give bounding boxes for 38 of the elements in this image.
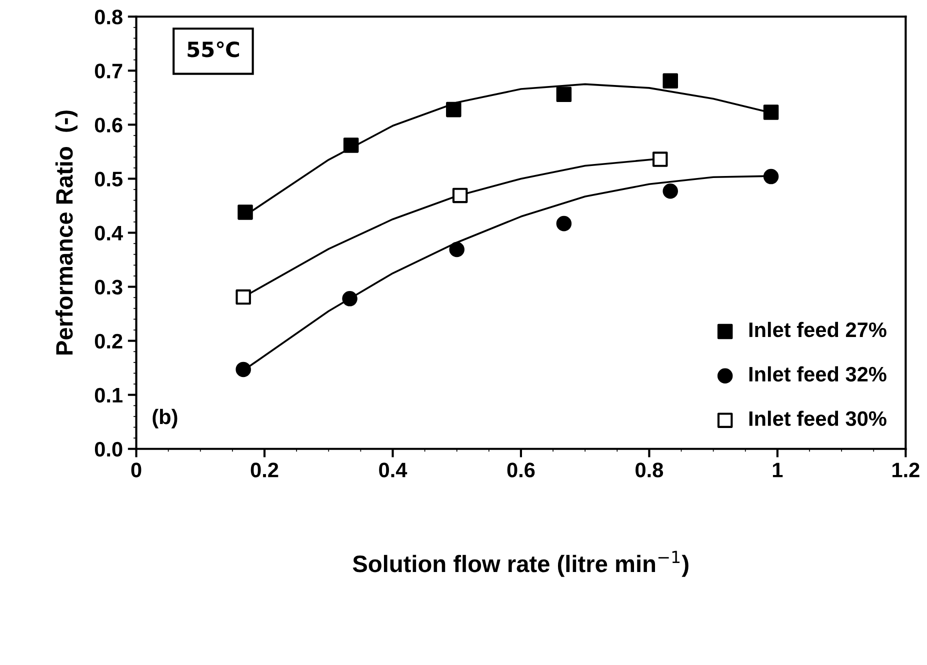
point [236,362,251,378]
x-axis-title: Solution flow rate (litre min$^{−1}$) [352,550,688,577]
point [763,168,779,184]
point [342,291,358,306]
point [446,102,462,118]
x-tick-label: 0.4 [379,462,408,478]
y-tick-label: 0.6 [94,118,122,132]
legend-label: Inlet feed 27% [749,322,886,338]
point [343,138,359,153]
x-tick-label: 0.2 [250,462,278,478]
point [449,242,464,258]
legend-label: Inlet feed 30% [749,410,886,426]
point [662,184,678,199]
y-tick-label: 0.7 [94,64,122,78]
y-tick-label: 0.4 [94,226,123,241]
x-tick-label: 1.2 [892,462,920,478]
point [236,289,251,305]
x-tick-label: 0.8 [636,462,664,478]
y-tick-label: 0.5 [94,172,122,186]
point [556,216,572,232]
annotation: (b) [152,408,178,428]
point [238,204,253,220]
x-tick-label: 0.6 [507,462,535,478]
y-axis-title: Performance Ratio (-) [55,110,78,354]
y-tick-label: 0.3 [94,280,122,295]
y-tick-label: 0.8 [94,10,122,24]
y-tick-label: 0.0 [94,442,122,457]
point [662,73,678,89]
point [652,152,668,167]
x-tick-label: 0 [131,462,142,478]
point [556,86,572,102]
point [452,188,468,204]
point [763,104,779,120]
y-tick-label: 0.1 [94,388,122,403]
annotation: 55℃ [188,41,239,58]
y-tick-label: 0.2 [94,334,122,349]
legend-label: Inlet feed 32% [749,366,886,382]
x-tick-label: 1 [772,462,783,478]
